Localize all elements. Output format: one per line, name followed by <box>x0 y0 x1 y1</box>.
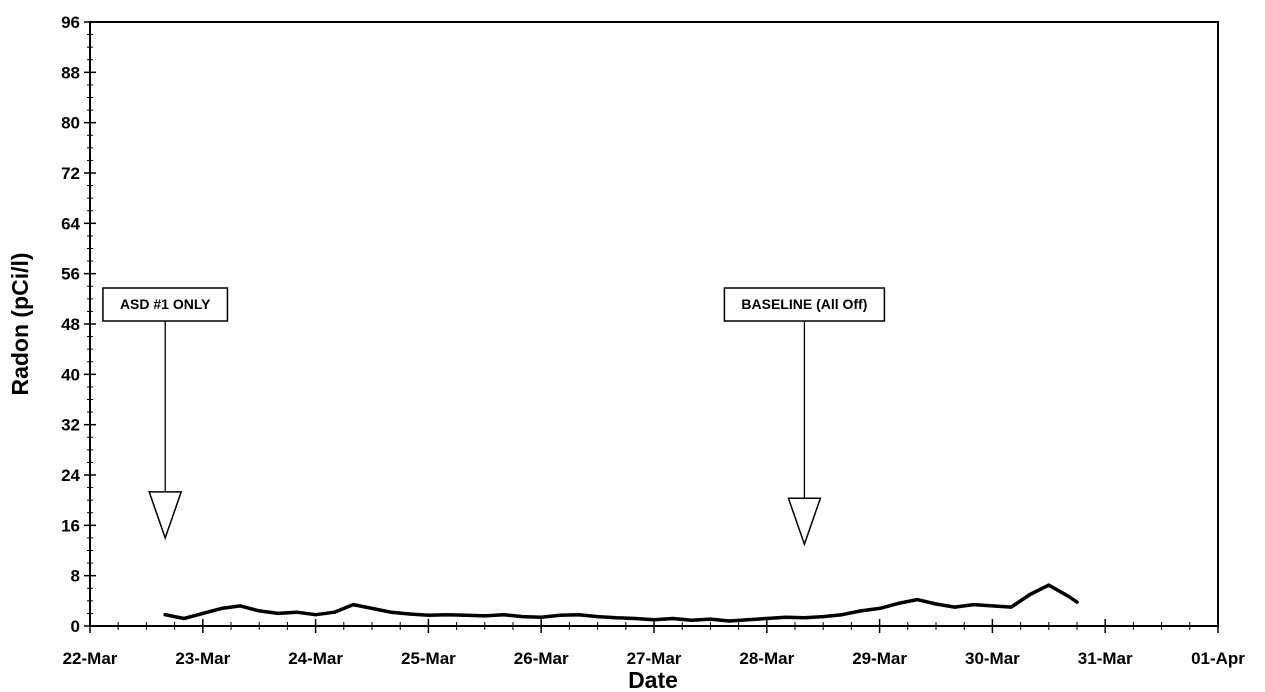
radon-data-point <box>840 613 844 617</box>
radon-data-point <box>483 614 487 618</box>
annotation: ASD #1 ONLY <box>102 287 229 541</box>
radon-data-point <box>238 604 242 608</box>
radon-data-point <box>276 611 280 616</box>
x-tick-label: 25-Mar <box>401 649 456 668</box>
x-axis: 22-Mar 23-Mar 24-Mar 25-Mar 26-Mar 27-Mar 28-M… <box>63 619 1245 668</box>
y-tick-label: 8 <box>71 567 80 586</box>
radon-data-point <box>972 603 976 607</box>
radon-data-point <box>915 598 919 602</box>
radon-data-point <box>426 613 430 617</box>
radon-data-point <box>332 610 336 614</box>
y-tick-label: 56 <box>61 265 80 284</box>
y-axis: 0 8 16 24 32 40 48 56 64 72 80 88 96 <box>61 13 96 636</box>
radon-data-point <box>671 616 675 621</box>
radon-data-point <box>596 615 600 619</box>
x-tick-label: 31-Mar <box>1078 649 1133 668</box>
annotation-arrowhead <box>787 497 822 547</box>
x-tick-label: 23-Mar <box>175 649 230 668</box>
radon-data-point <box>652 618 656 622</box>
radon-data-point <box>389 610 393 614</box>
radon-data-point <box>1028 592 1032 597</box>
y-tick-label: 16 <box>61 516 80 535</box>
y-tick-label: 64 <box>61 214 80 233</box>
x-tick-label: 01-Apr <box>1191 649 1245 668</box>
radon-data-point <box>727 619 731 623</box>
radon-data-point <box>351 603 355 607</box>
radon-data-point <box>934 602 938 606</box>
annotation-box <box>723 287 886 322</box>
radon-data-point <box>295 610 299 614</box>
x-tick-label: 22-Mar <box>63 649 118 668</box>
radon-data-point <box>953 605 957 609</box>
radon-data-point <box>784 615 788 619</box>
radon-data-point <box>633 616 637 621</box>
radon-data-point <box>1009 605 1013 609</box>
x-axis-title: Date <box>628 667 678 692</box>
annotation-arrowhead <box>148 491 183 541</box>
radon-data-point <box>1047 583 1051 587</box>
radon-data-point <box>163 613 167 617</box>
annotation: BASELINE (All Off) <box>723 287 886 547</box>
radon-data-point <box>878 606 882 611</box>
radon-data-point <box>690 618 694 622</box>
y-axis-title: Radon (pCi/l) <box>7 252 33 395</box>
radon-data-point <box>708 617 713 621</box>
radon-data-point <box>746 618 750 622</box>
y-tick-label: 72 <box>61 164 80 183</box>
x-tick-label: 28-Mar <box>739 649 794 668</box>
radon-data-point <box>614 616 619 620</box>
y-tick-label: 80 <box>61 114 80 133</box>
radon-data-point <box>1075 600 1079 604</box>
radon-data-point <box>182 616 186 621</box>
radon-data-point <box>502 613 506 617</box>
radon-data-point <box>408 612 412 616</box>
radon-data-point <box>765 616 769 621</box>
radon-data-point <box>257 609 261 613</box>
series-layer <box>163 583 1079 623</box>
y-tick-label: 40 <box>61 365 80 384</box>
annotation-label: ASD #1 ONLY <box>120 296 211 312</box>
y-tick-label: 48 <box>61 315 80 334</box>
radon-data-point <box>201 611 205 616</box>
radon-data-point <box>539 615 543 619</box>
radon-data-point <box>220 606 224 611</box>
radon-series-line <box>163 583 1079 623</box>
annotation-layer: ASD #1 ONLY BASELINE (All Off) <box>102 287 886 547</box>
radon-data-point <box>520 615 525 619</box>
annotation-box <box>102 287 229 322</box>
y-tick-label: 88 <box>61 63 80 82</box>
y-tick-label: 96 <box>61 13 80 32</box>
radon-data-point <box>370 606 374 611</box>
radon-data-point <box>821 615 825 619</box>
radon-data-point <box>802 616 807 620</box>
radon-data-point <box>859 609 863 613</box>
x-tick-label: 29-Mar <box>852 649 907 668</box>
y-tick-label: 24 <box>61 466 80 485</box>
annotation-label: BASELINE (All Off) <box>741 296 867 312</box>
radon-data-point <box>577 613 581 617</box>
x-tick-label: 30-Mar <box>965 649 1020 668</box>
radon-data-point <box>445 613 449 617</box>
radon-data-point <box>314 613 318 617</box>
x-tick-label: 26-Mar <box>514 649 569 668</box>
x-tick-label: 27-Mar <box>627 649 682 668</box>
plot-frame <box>89 21 1219 627</box>
y-tick-label: 32 <box>61 416 80 435</box>
radon-data-point <box>464 613 468 617</box>
y-tick-label: 0 <box>71 617 80 636</box>
radon-data-point <box>896 601 901 606</box>
x-tick-label: 24-Mar <box>288 649 343 668</box>
radon-data-point <box>990 604 995 608</box>
radon-data-point <box>558 613 562 617</box>
radon-data-point <box>1066 594 1070 598</box>
